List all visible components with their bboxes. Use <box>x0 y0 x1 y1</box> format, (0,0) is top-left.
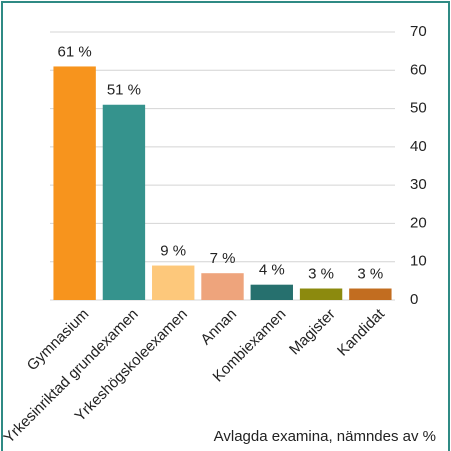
caption: Avlagda examina, nämndes av % <box>214 428 436 445</box>
value-label: 51 % <box>107 82 141 99</box>
y-tick-label: 20 <box>410 214 427 231</box>
y-tick-label: 60 <box>410 61 427 78</box>
bar <box>102 104 146 300</box>
value-label: 4 % <box>259 262 285 279</box>
x-tick-label: Kandidat <box>334 305 388 359</box>
value-label: 61 % <box>58 43 92 60</box>
value-label: 3 % <box>308 265 334 282</box>
y-tick-label: 30 <box>410 176 427 193</box>
y-tick-label: 70 <box>410 23 427 40</box>
bar <box>349 288 392 300</box>
y-tick-label: 0 <box>410 291 418 308</box>
x-tick-label: Magister <box>286 306 339 359</box>
bar <box>250 284 293 300</box>
x-tick-label: Annan <box>197 306 240 349</box>
y-tick-label: 50 <box>410 100 427 117</box>
bar <box>201 273 244 300</box>
y-tick-label: 40 <box>410 138 427 155</box>
bar <box>152 265 195 300</box>
bar <box>299 288 343 300</box>
value-label: 9 % <box>160 243 186 260</box>
value-label: 3 % <box>357 265 383 282</box>
bar <box>53 66 96 300</box>
y-tick-label: 10 <box>410 253 427 270</box>
value-label: 7 % <box>210 250 236 267</box>
